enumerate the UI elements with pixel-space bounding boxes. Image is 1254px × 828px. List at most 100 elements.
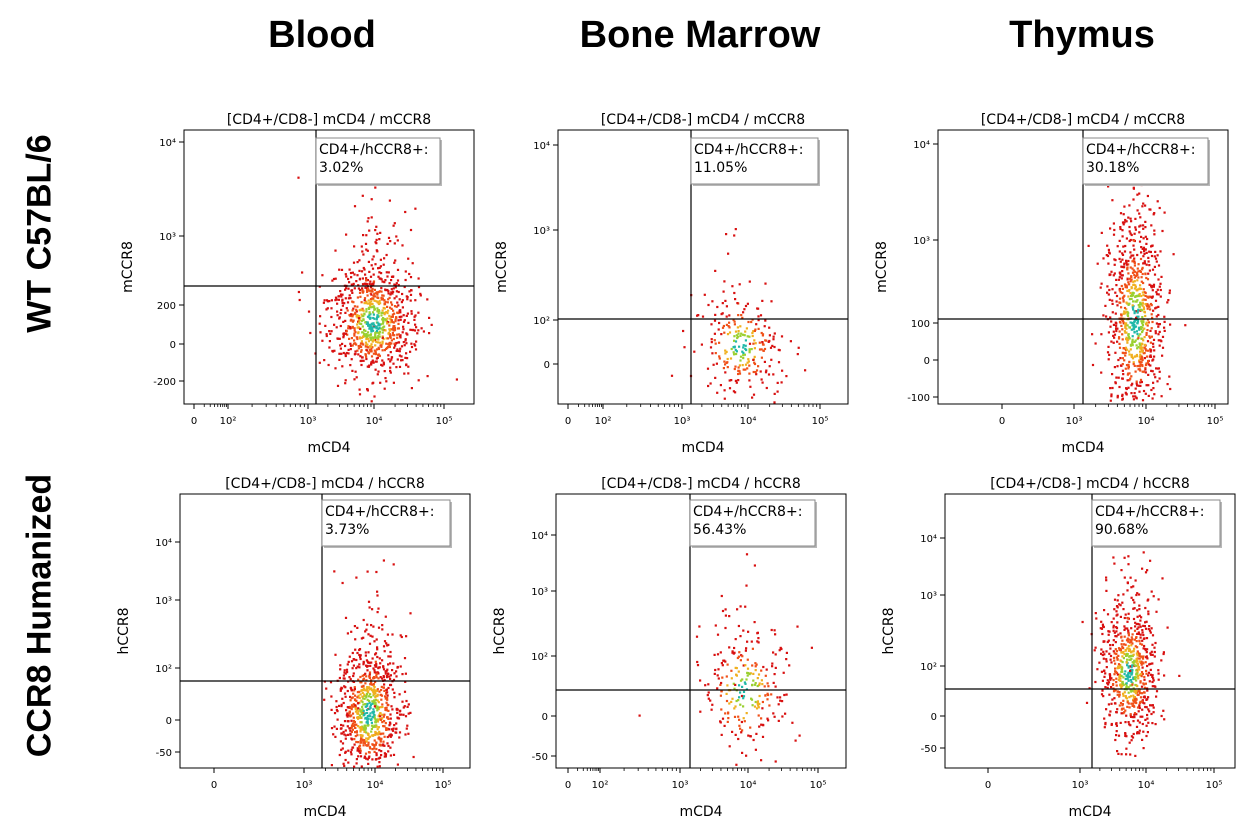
event-dot <box>1157 367 1160 370</box>
event-dot <box>1137 327 1141 330</box>
event-dot <box>1118 289 1121 292</box>
event-dot <box>1109 678 1112 681</box>
event-dot <box>1146 295 1149 298</box>
event-dot <box>748 364 751 367</box>
event-dot <box>1137 334 1140 337</box>
event-dot <box>1150 224 1153 227</box>
event-dot <box>1135 289 1138 292</box>
event-dot <box>384 300 387 303</box>
event-dot <box>352 664 355 667</box>
event-dot <box>350 753 353 756</box>
event-dot <box>376 648 379 651</box>
event-dot <box>1150 650 1153 653</box>
event-dot <box>1135 679 1138 682</box>
event-dot <box>373 395 376 398</box>
plot-frame <box>944 493 1236 769</box>
event-dot <box>386 728 389 731</box>
event-dot <box>1129 724 1132 727</box>
event-dot <box>748 348 751 351</box>
event-dot <box>1103 653 1106 656</box>
event-dot <box>1101 689 1104 692</box>
event-dot <box>390 291 393 294</box>
event-dot <box>1106 351 1110 354</box>
event-dot <box>1123 691 1126 694</box>
event-dot <box>339 664 342 667</box>
event-dot <box>390 356 394 359</box>
event-dot <box>349 297 352 300</box>
event-dot <box>773 629 776 632</box>
event-dot <box>750 320 753 324</box>
event-dot <box>1116 606 1119 609</box>
event-dot <box>1121 394 1124 397</box>
event-dot <box>361 695 364 698</box>
event-dot <box>387 750 390 753</box>
event-dot <box>366 722 369 725</box>
event-dot <box>387 655 390 658</box>
event-dot <box>728 314 731 317</box>
event-dot <box>372 683 375 686</box>
event-dot <box>1124 643 1127 646</box>
event-dot <box>771 662 774 665</box>
event-dot <box>1127 640 1130 643</box>
event-dot <box>362 661 365 664</box>
event-dot <box>356 349 359 352</box>
event-dot <box>362 309 365 312</box>
event-dot <box>372 708 375 711</box>
event-dot <box>794 739 797 742</box>
event-dot <box>1119 666 1122 669</box>
event-dot <box>1142 202 1145 205</box>
event-dot <box>735 352 738 356</box>
event-dot <box>1130 286 1133 289</box>
event-dot <box>1136 365 1139 368</box>
event-dot <box>386 668 389 671</box>
event-dot <box>1153 229 1156 232</box>
event-dot <box>1151 634 1155 637</box>
event-dot <box>381 335 384 338</box>
event-dot <box>1119 291 1122 294</box>
event-dot <box>370 330 373 333</box>
event-dot <box>1144 718 1147 721</box>
event-dot <box>1128 638 1131 641</box>
event-dot <box>375 327 378 330</box>
event-dot <box>372 694 375 697</box>
event-dot <box>356 274 359 277</box>
event-dot <box>1129 251 1132 254</box>
event-dot <box>1172 253 1175 256</box>
event-dot <box>396 333 399 336</box>
event-dot <box>371 311 375 314</box>
event-dot <box>372 313 375 316</box>
event-dot <box>1133 260 1136 263</box>
event-dot <box>369 664 372 667</box>
event-dot <box>395 349 398 352</box>
event-dot <box>728 387 732 390</box>
x-tick-label: 0 <box>985 780 991 791</box>
event-dot <box>1150 244 1153 247</box>
event-dot <box>380 677 384 680</box>
event-dot <box>1136 609 1139 612</box>
event-dot <box>361 287 364 290</box>
event-dot <box>365 248 368 251</box>
event-dot <box>365 696 368 699</box>
event-dot <box>357 321 360 324</box>
event-dot <box>391 315 394 318</box>
event-dot <box>1119 673 1122 676</box>
event-dot <box>1133 601 1136 604</box>
event-dot <box>382 559 385 562</box>
event-dot <box>330 764 333 767</box>
event-dot <box>363 312 366 315</box>
event-dot <box>696 664 700 667</box>
event-dot <box>376 373 379 376</box>
event-dot <box>1126 581 1129 584</box>
event-dot <box>1117 663 1121 666</box>
event-dot <box>1112 656 1116 659</box>
event-dot <box>358 744 362 747</box>
event-dot <box>1145 651 1148 654</box>
event-dot <box>1122 299 1125 302</box>
event-dot <box>1133 320 1136 324</box>
event-dot <box>1148 335 1151 338</box>
event-dot <box>1141 629 1144 632</box>
x-tick-label: 10⁴ <box>1138 416 1155 427</box>
event-dot <box>372 273 375 276</box>
event-dot <box>370 289 373 292</box>
event-dot <box>1151 643 1154 646</box>
